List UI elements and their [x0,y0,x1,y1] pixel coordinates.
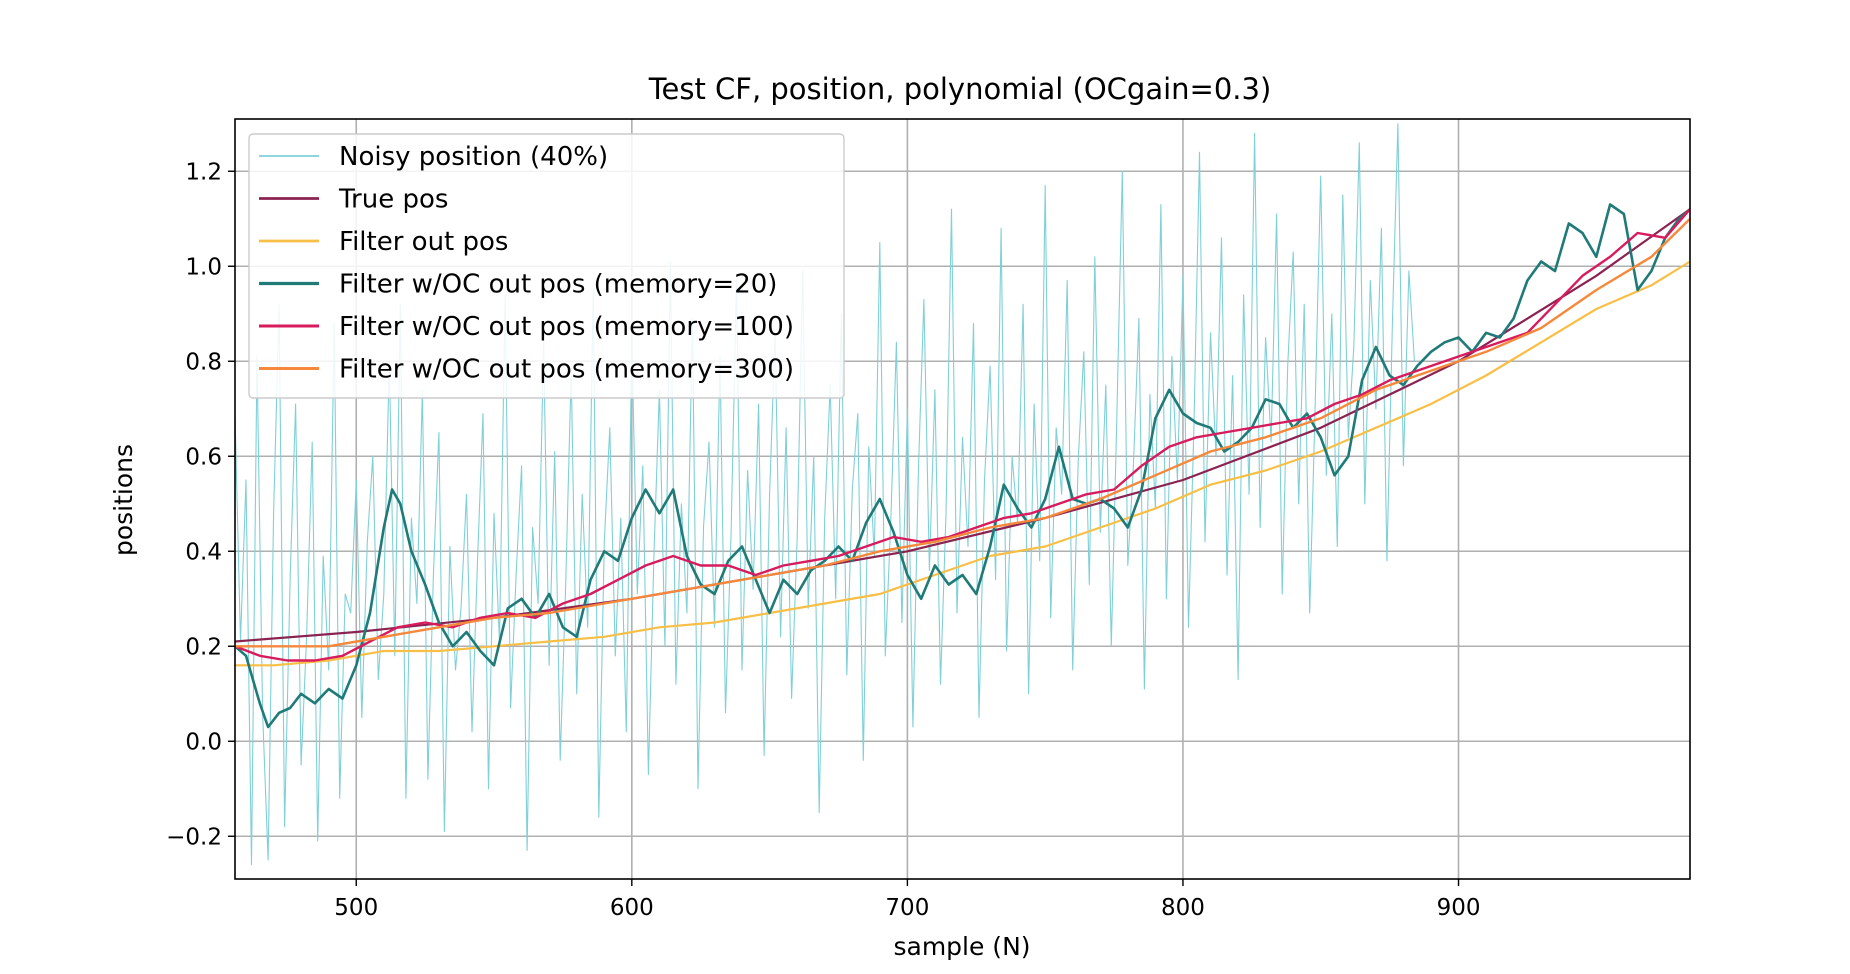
x-tick-label: 500 [334,895,378,921]
x-tick-label: 900 [1437,895,1481,921]
y-tick-label: 0.6 [185,444,222,470]
y-tick-label: −0.2 [166,824,222,850]
axis-ticks: 500 600 700 800 900 −0.2 0.0 0.2 0.4 0.6 0.8 1.0 1.2 [166,159,1480,921]
y-tick-label: 1.0 [185,254,222,280]
y-tick-label: 0.0 [185,729,222,755]
legend-label: Filter w/OC out pos (memory=100) [339,312,794,342]
series-line-5 [235,208,1690,662]
x-axis-label: sample (N) [893,932,1030,961]
series-line-3 [235,260,1690,667]
x-tick-label: 600 [610,895,654,921]
legend-label: True pos [338,185,448,215]
plot-frame [234,118,1691,880]
legend-label: Filter w/OC out pos (memory=300) [339,355,794,385]
legend-label: Filter w/OC out pos (memory=20) [339,270,777,300]
y-tick-label: 1.2 [185,159,222,185]
y-axis-label: positions [109,444,138,556]
chart-title: Test CF, position, polynomial (OCgain=0.… [648,72,1272,106]
x-tick-label: 800 [1161,895,1205,921]
legend-label: Noisy position (40%) [339,142,608,172]
series-line-4 [235,203,1690,729]
series-line-6 [235,217,1690,648]
legend-label: Filter out pos [339,227,508,257]
series-layer [235,123,1690,866]
legend: Noisy position (40%) True pos Filter out p… [248,133,845,399]
y-tick-label: 0.8 [185,349,222,375]
legend-box [248,133,845,399]
series-line-1 [235,123,1415,866]
y-tick-label: 0.2 [185,634,222,660]
x-tick-label: 700 [885,895,929,921]
y-tick-label: 0.4 [185,539,222,565]
